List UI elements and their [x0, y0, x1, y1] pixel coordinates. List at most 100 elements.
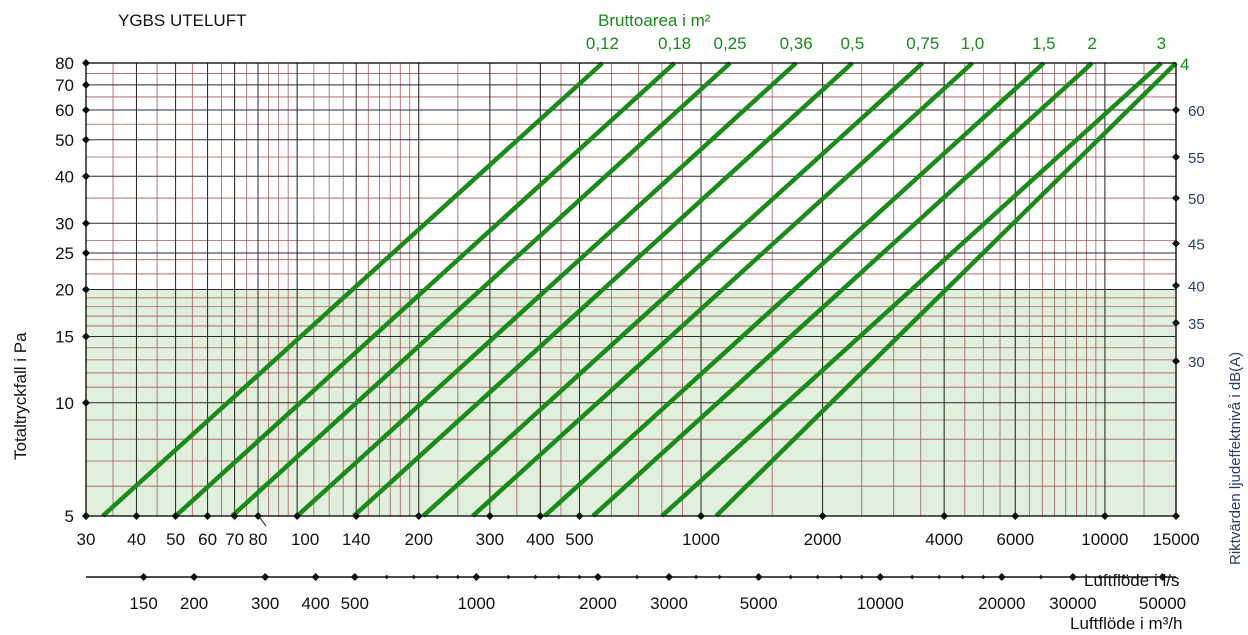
x-secondary-minor-marker [455, 574, 461, 580]
x-tick-marker [82, 512, 90, 520]
x-tick-label: 300 [476, 530, 504, 549]
labels: 0,12 0,18 0,25 0,36 0,5 0,75 1,0 1,5 2 3451015202… [55, 34, 1205, 613]
x-secondary-tick-label: 50000 [1139, 594, 1186, 613]
y-tick-label: 25 [55, 244, 74, 263]
series-line-2 [230, 61, 732, 518]
series-label-5: 0,75 [906, 34, 939, 53]
y-tick-label: 30 [55, 214, 74, 233]
y-tick-marker [82, 285, 90, 294]
x-tick-marker [293, 512, 302, 520]
x-secondary-tick-marker [754, 573, 763, 581]
x-secondary-minor-marker [937, 574, 942, 580]
x-secondary-tick-marker [1158, 573, 1167, 581]
y-tick-marker [82, 172, 90, 181]
y-tick-label: 15 [55, 328, 74, 347]
x-secondary-minor-marker [1097, 574, 1103, 580]
series-line-9 [660, 61, 1163, 518]
x-tick-marker [414, 512, 423, 520]
x-secondary-tick-label: 1000 [457, 594, 495, 613]
series-label-1: 0,18 [658, 34, 691, 53]
series-line-5 [421, 61, 925, 518]
x-tick-label: 4000 [925, 530, 963, 549]
series-line-10 [714, 61, 1178, 518]
series-label-7: 1,5 [1032, 34, 1056, 53]
y-tick-marker [82, 332, 90, 341]
x-secondary-tick-marker [311, 573, 320, 581]
x-tick-label: 1000 [682, 530, 720, 549]
x-secondary-minor-marker [909, 574, 915, 580]
x-tick-label: 2000 [804, 530, 842, 549]
x-tick-marker [1100, 512, 1109, 520]
y-right-tick-marker [1172, 153, 1180, 162]
series-label-6: 1,0 [961, 34, 985, 53]
x-secondary-minor-marker [838, 574, 844, 580]
x-secondary-minor-marker [533, 574, 538, 580]
x-secondary-tick-marker [665, 573, 674, 581]
y-right-tick-marker [1172, 357, 1180, 366]
y-right-tick-label: 55 [1188, 150, 1205, 167]
y-tick-label: 40 [55, 167, 74, 186]
x-tick-marker [230, 512, 239, 520]
x-secondary-minor-marker [981, 574, 986, 580]
series-label-4: 0,5 [841, 34, 865, 53]
x-secondary-minor-marker [634, 574, 640, 580]
x-tick-marker [818, 512, 827, 520]
series-label-0: 0,12 [586, 34, 619, 53]
x-tick-label: 40 [127, 530, 146, 549]
y-right-tick-label: 35 [1188, 316, 1205, 333]
x-secondary-minor-marker [556, 574, 561, 580]
x-secondary-minor-marker [435, 574, 440, 580]
x-secondary-minor-marker [960, 574, 965, 580]
x-secondary-tick-marker [350, 573, 359, 581]
x-secondary-tick-marker [190, 573, 199, 581]
x-secondary-tick-label: 2000 [579, 594, 617, 613]
y-right-tick-label: 30 [1188, 354, 1205, 371]
x-axis-title: Luftflöde i l/s [1084, 571, 1179, 590]
y-tick-marker [82, 106, 90, 115]
series-label-3: 0,36 [780, 34, 813, 53]
x-secondary-tick-marker [472, 573, 481, 581]
y-axis-title-right: Riktvärden ljudeffektnivå i dB(A) [1227, 352, 1244, 565]
x-tick-marker [536, 512, 545, 520]
x-tick-label: 100 [291, 530, 319, 549]
series-line-7 [543, 61, 1046, 518]
y-tick-marker [82, 249, 90, 258]
y-axis-title: Totaltryckfall i Pa [11, 332, 30, 460]
x-secondary-minor-marker [384, 574, 389, 580]
y-right-tick-label: 60 [1188, 103, 1205, 120]
series-label-9: 3 [1157, 34, 1166, 53]
series-line-0 [101, 61, 604, 518]
x-secondary-tick-marker [593, 573, 602, 581]
x-secondary-tick-label: 3000 [650, 594, 688, 613]
x-secondary-minor-marker [1038, 574, 1044, 580]
y-tick-label: 50 [55, 131, 74, 150]
x-axis-title-secondary: Luftflöde i m³/h [1070, 614, 1182, 633]
x-secondary-tick-label: 20000 [978, 594, 1025, 613]
y-tick-marker [82, 59, 90, 67]
y-tick-label: 5 [65, 507, 74, 526]
x-tick-marker [352, 512, 361, 520]
y-right-tick-marker [1172, 281, 1180, 290]
x-secondary-tick-marker [876, 573, 885, 581]
x-tick-label: 80 [249, 530, 268, 549]
x-secondary-tick-label: 200 [180, 594, 208, 613]
x-tick-marker [203, 512, 212, 520]
series-line-1 [174, 61, 677, 518]
y-tick-marker [82, 398, 90, 407]
series-label-8: 2 [1087, 34, 1096, 53]
x-tick-label: 500 [565, 530, 593, 549]
x-tick-label: 70 [225, 530, 244, 549]
series-line-6 [471, 61, 974, 518]
x-tick-label: 50 [166, 530, 185, 549]
series-lines [101, 61, 1178, 518]
x-tick-leader [259, 517, 267, 527]
series-line-3 [295, 61, 798, 518]
x-secondary-tick-label: 400 [301, 594, 329, 613]
x-tick-label: 400 [526, 530, 554, 549]
x-secondary-tick-marker [1068, 573, 1077, 581]
x-tick-marker [132, 512, 141, 520]
y-right-tick-marker [1172, 239, 1180, 248]
x-secondary-tick-marker [139, 573, 148, 581]
y-right-tick-marker [1172, 318, 1180, 327]
x-secondary-minor-marker [815, 574, 820, 580]
